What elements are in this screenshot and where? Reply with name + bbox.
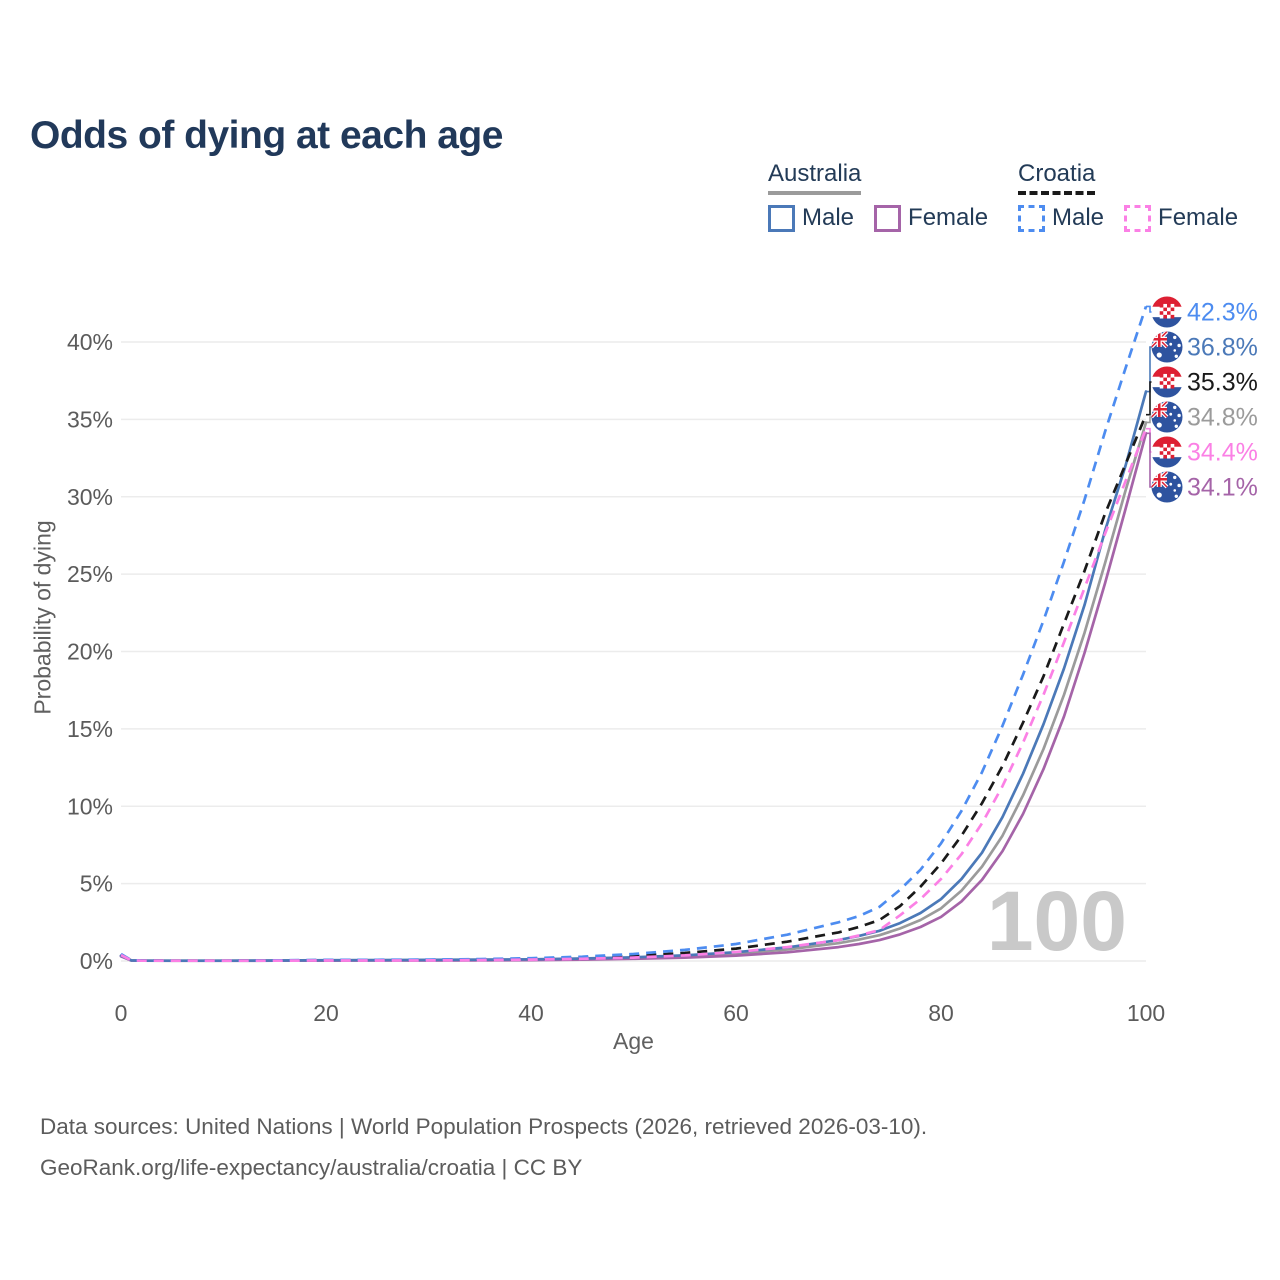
y-tick-label: 35% — [67, 406, 113, 432]
legend-croatia-female-swatch[interactable] — [1124, 204, 1152, 232]
series-line-australia-male[interactable] — [119, 390, 1148, 963]
y-tick-label: 30% — [67, 484, 113, 510]
x-tick-label: 80 — [928, 1000, 954, 1026]
series-line-croatia-male[interactable] — [120, 305, 1148, 963]
end-label-connector — [1146, 432, 1154, 488]
legend-croatia-male-swatch[interactable] — [1018, 204, 1045, 232]
croatia-flag-icon — [1151, 296, 1183, 328]
australia-flag-icon — [1151, 401, 1183, 433]
y-tick-label: 25% — [67, 561, 113, 587]
y-tick-label: 40% — [67, 329, 113, 355]
series-end-value: 36.8% — [1187, 334, 1258, 362]
y-tick-label: 5% — [80, 871, 113, 897]
legend-australia-header[interactable]: Australia — [768, 160, 862, 195]
y-axis-title: Probability of dying — [29, 520, 56, 715]
page-title: Odds of dying at each age — [30, 114, 503, 158]
series-end-value: 35.3% — [1187, 369, 1258, 397]
series-end-value: 34.4% — [1187, 439, 1258, 467]
australia-flag-icon — [1151, 331, 1183, 363]
y-tick-label: 20% — [67, 639, 113, 665]
x-tick-label: 60 — [723, 1000, 749, 1026]
series-end-value: 42.3% — [1187, 299, 1258, 327]
x-tick-label: 100 — [1127, 1000, 1165, 1026]
legend-group-australia: Australia Male Female — [768, 160, 988, 232]
legend-croatia-header[interactable]: Croatia — [1018, 160, 1096, 195]
series-end-value: 34.1% — [1187, 474, 1258, 502]
legend-australia-female-label[interactable]: Female — [908, 204, 989, 231]
x-tick-label: 40 — [518, 1000, 544, 1026]
series-line-croatia-female[interactable] — [120, 428, 1148, 963]
y-tick-label: 10% — [67, 793, 113, 819]
series-end-value: 34.8% — [1187, 404, 1258, 432]
y-tick-label: 0% — [80, 948, 113, 974]
x-tick-label: 20 — [313, 1000, 339, 1026]
legend-croatia-female-label[interactable]: Female — [1158, 204, 1239, 231]
legend-group-croatia: Croatia Male Female — [1018, 160, 1238, 232]
x-axis-title: Age — [613, 1028, 654, 1054]
croatia-flag-icon — [1151, 366, 1183, 398]
data-sources-line: Data sources: United Nations | World Pop… — [40, 1114, 928, 1139]
x-tick-label: 0 — [115, 1000, 128, 1026]
australia-flag-icon — [1151, 471, 1183, 503]
legend-croatia-male-label[interactable]: Male — [1052, 204, 1105, 231]
y-tick-label: 15% — [67, 716, 113, 742]
attribution-line: GeoRank.org/life-expectancy/australia/cr… — [40, 1155, 583, 1180]
croatia-flag-icon — [1151, 436, 1183, 468]
legend-australia-female-swatch[interactable] — [874, 204, 902, 232]
hover-age-indicator: 100 — [987, 874, 1127, 968]
footer: Data sources: United Nations | World Pop… — [40, 1106, 927, 1188]
legend-australia-male-swatch[interactable] — [768, 204, 795, 232]
legend-australia-male-label[interactable]: Male — [802, 204, 855, 231]
